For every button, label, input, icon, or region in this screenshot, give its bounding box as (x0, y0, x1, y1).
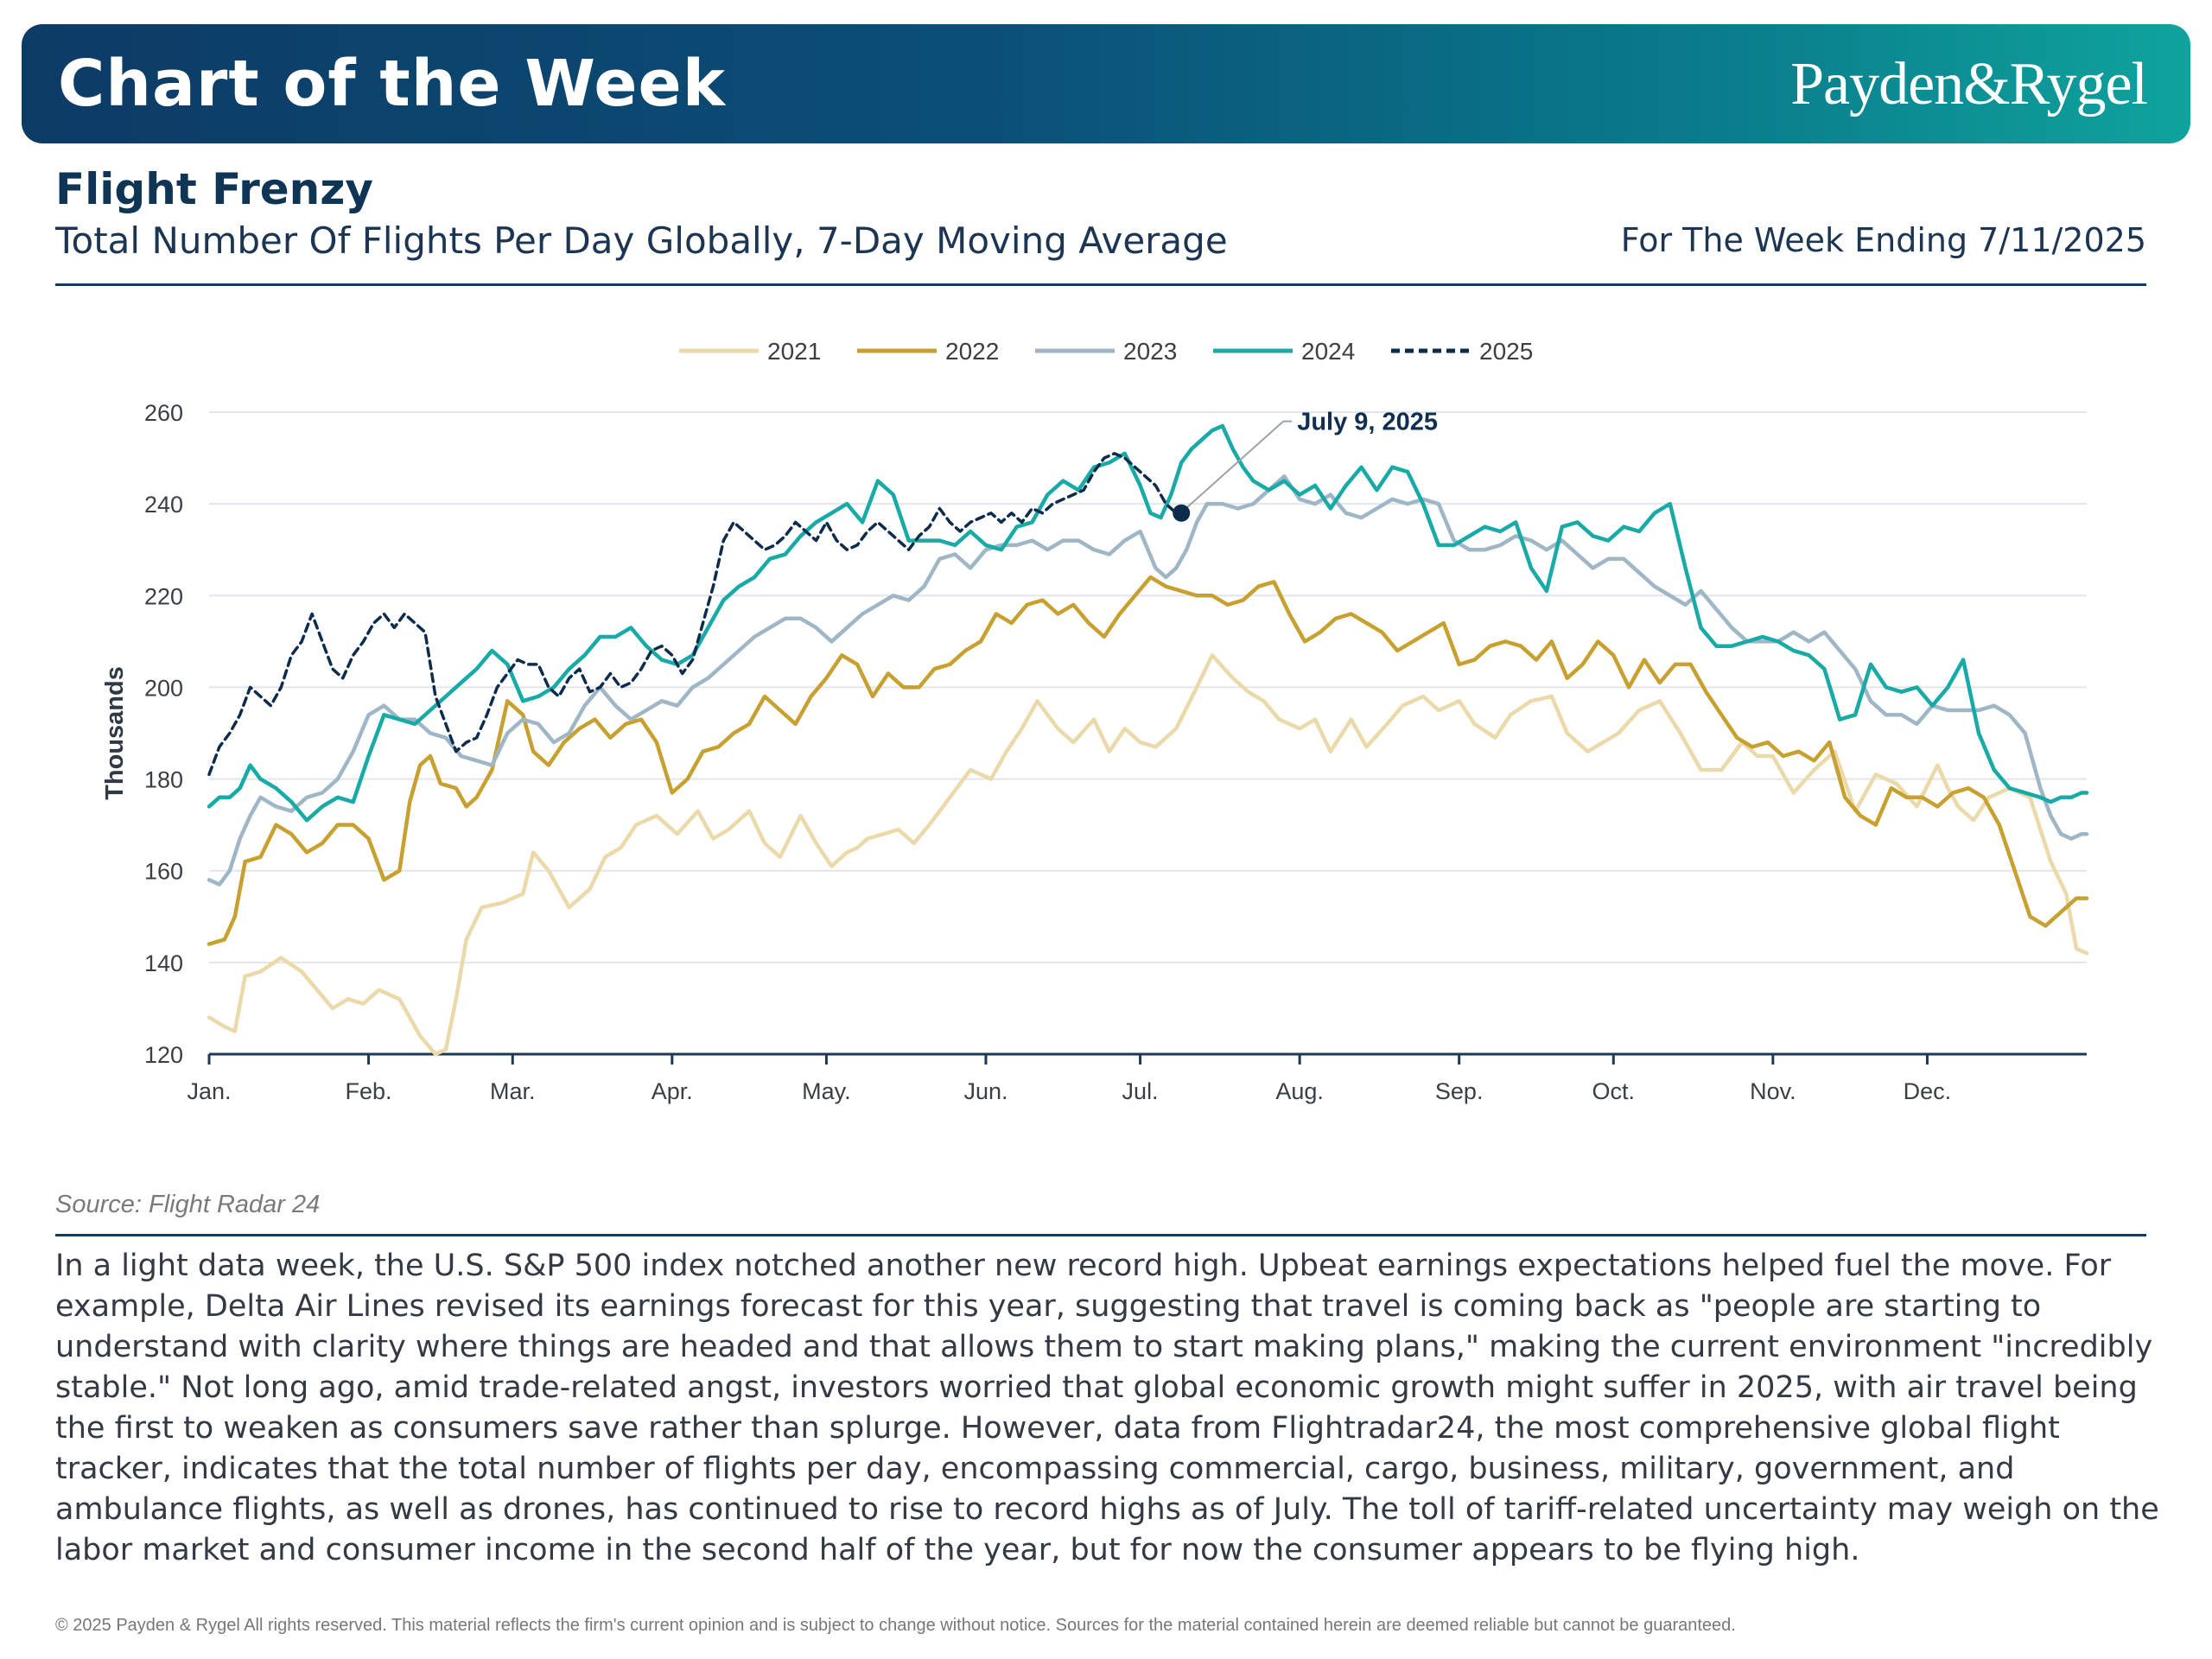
y-tick-label: 160 (144, 859, 183, 885)
legend-label-2022: 2022 (945, 338, 999, 365)
annotation-leader-line (1185, 420, 1284, 509)
source-divider (55, 1234, 2146, 1236)
series-line-2025 (207, 452, 1183, 777)
legend-label-2025: 2025 (1479, 338, 1533, 365)
legend-label-2023: 2023 (1123, 338, 1177, 365)
y-tick-label: 260 (144, 400, 183, 426)
chart-subtitle: Total Number Of Flights Per Day Globally… (55, 219, 1228, 262)
annotation-label: July 9, 2025 (1297, 409, 1438, 436)
x-tick-label: Sep. (1435, 1078, 1484, 1104)
x-tick-label: Jun. (963, 1078, 1007, 1104)
series-line-2024 (207, 423, 2089, 823)
x-tick-label: Oct. (1592, 1078, 1636, 1104)
footer-disclaimer: © 2025 Payden & Rygel All rights reserve… (55, 1616, 1736, 1635)
x-tick-label: Nov. (1750, 1078, 1796, 1104)
header-divider (55, 283, 2146, 286)
banner-title: Chart of the Week (58, 47, 726, 121)
y-tick-label: 180 (144, 767, 183, 793)
series-line-2021 (207, 653, 2089, 1057)
legend-label-2021: 2021 (767, 338, 821, 365)
x-tick-label: Aug. (1275, 1078, 1324, 1104)
brand-logo: Payden&Rygel (1790, 51, 2148, 118)
series-line-2022 (207, 575, 2089, 946)
commentary-text: In a light data week, the U.S. S&P 500 i… (55, 1249, 2159, 1567)
annotation-point (1173, 504, 1191, 522)
x-tick-label: Jan. (187, 1078, 231, 1104)
source-note: Source: Flight Radar 24 (55, 1191, 321, 1218)
series-line-2023 (207, 474, 2089, 887)
y-tick-label: 140 (144, 950, 183, 976)
y-tick-label: 240 (144, 492, 183, 518)
x-tick-label: Feb. (346, 1078, 392, 1104)
x-tick-label: Dec. (1904, 1078, 1952, 1104)
x-tick-label: Apr. (652, 1078, 693, 1104)
week-ending-label: For The Week Ending 7/11/2025 (1620, 221, 2146, 259)
legend-label-2024: 2024 (1301, 338, 1355, 365)
header-banner: Chart of the Week Payden&Rygel (22, 24, 2190, 143)
y-tick-label: 120 (144, 1042, 183, 1068)
x-tick-label: May. (802, 1078, 851, 1104)
y-axis-title: Thousands (101, 666, 129, 800)
y-tick-label: 220 (144, 583, 183, 609)
chart-title: Flight Frenzy (55, 164, 373, 214)
x-tick-label: Mar. (490, 1078, 536, 1104)
y-tick-label: 200 (144, 675, 183, 701)
x-tick-label: Jul. (1122, 1078, 1159, 1104)
